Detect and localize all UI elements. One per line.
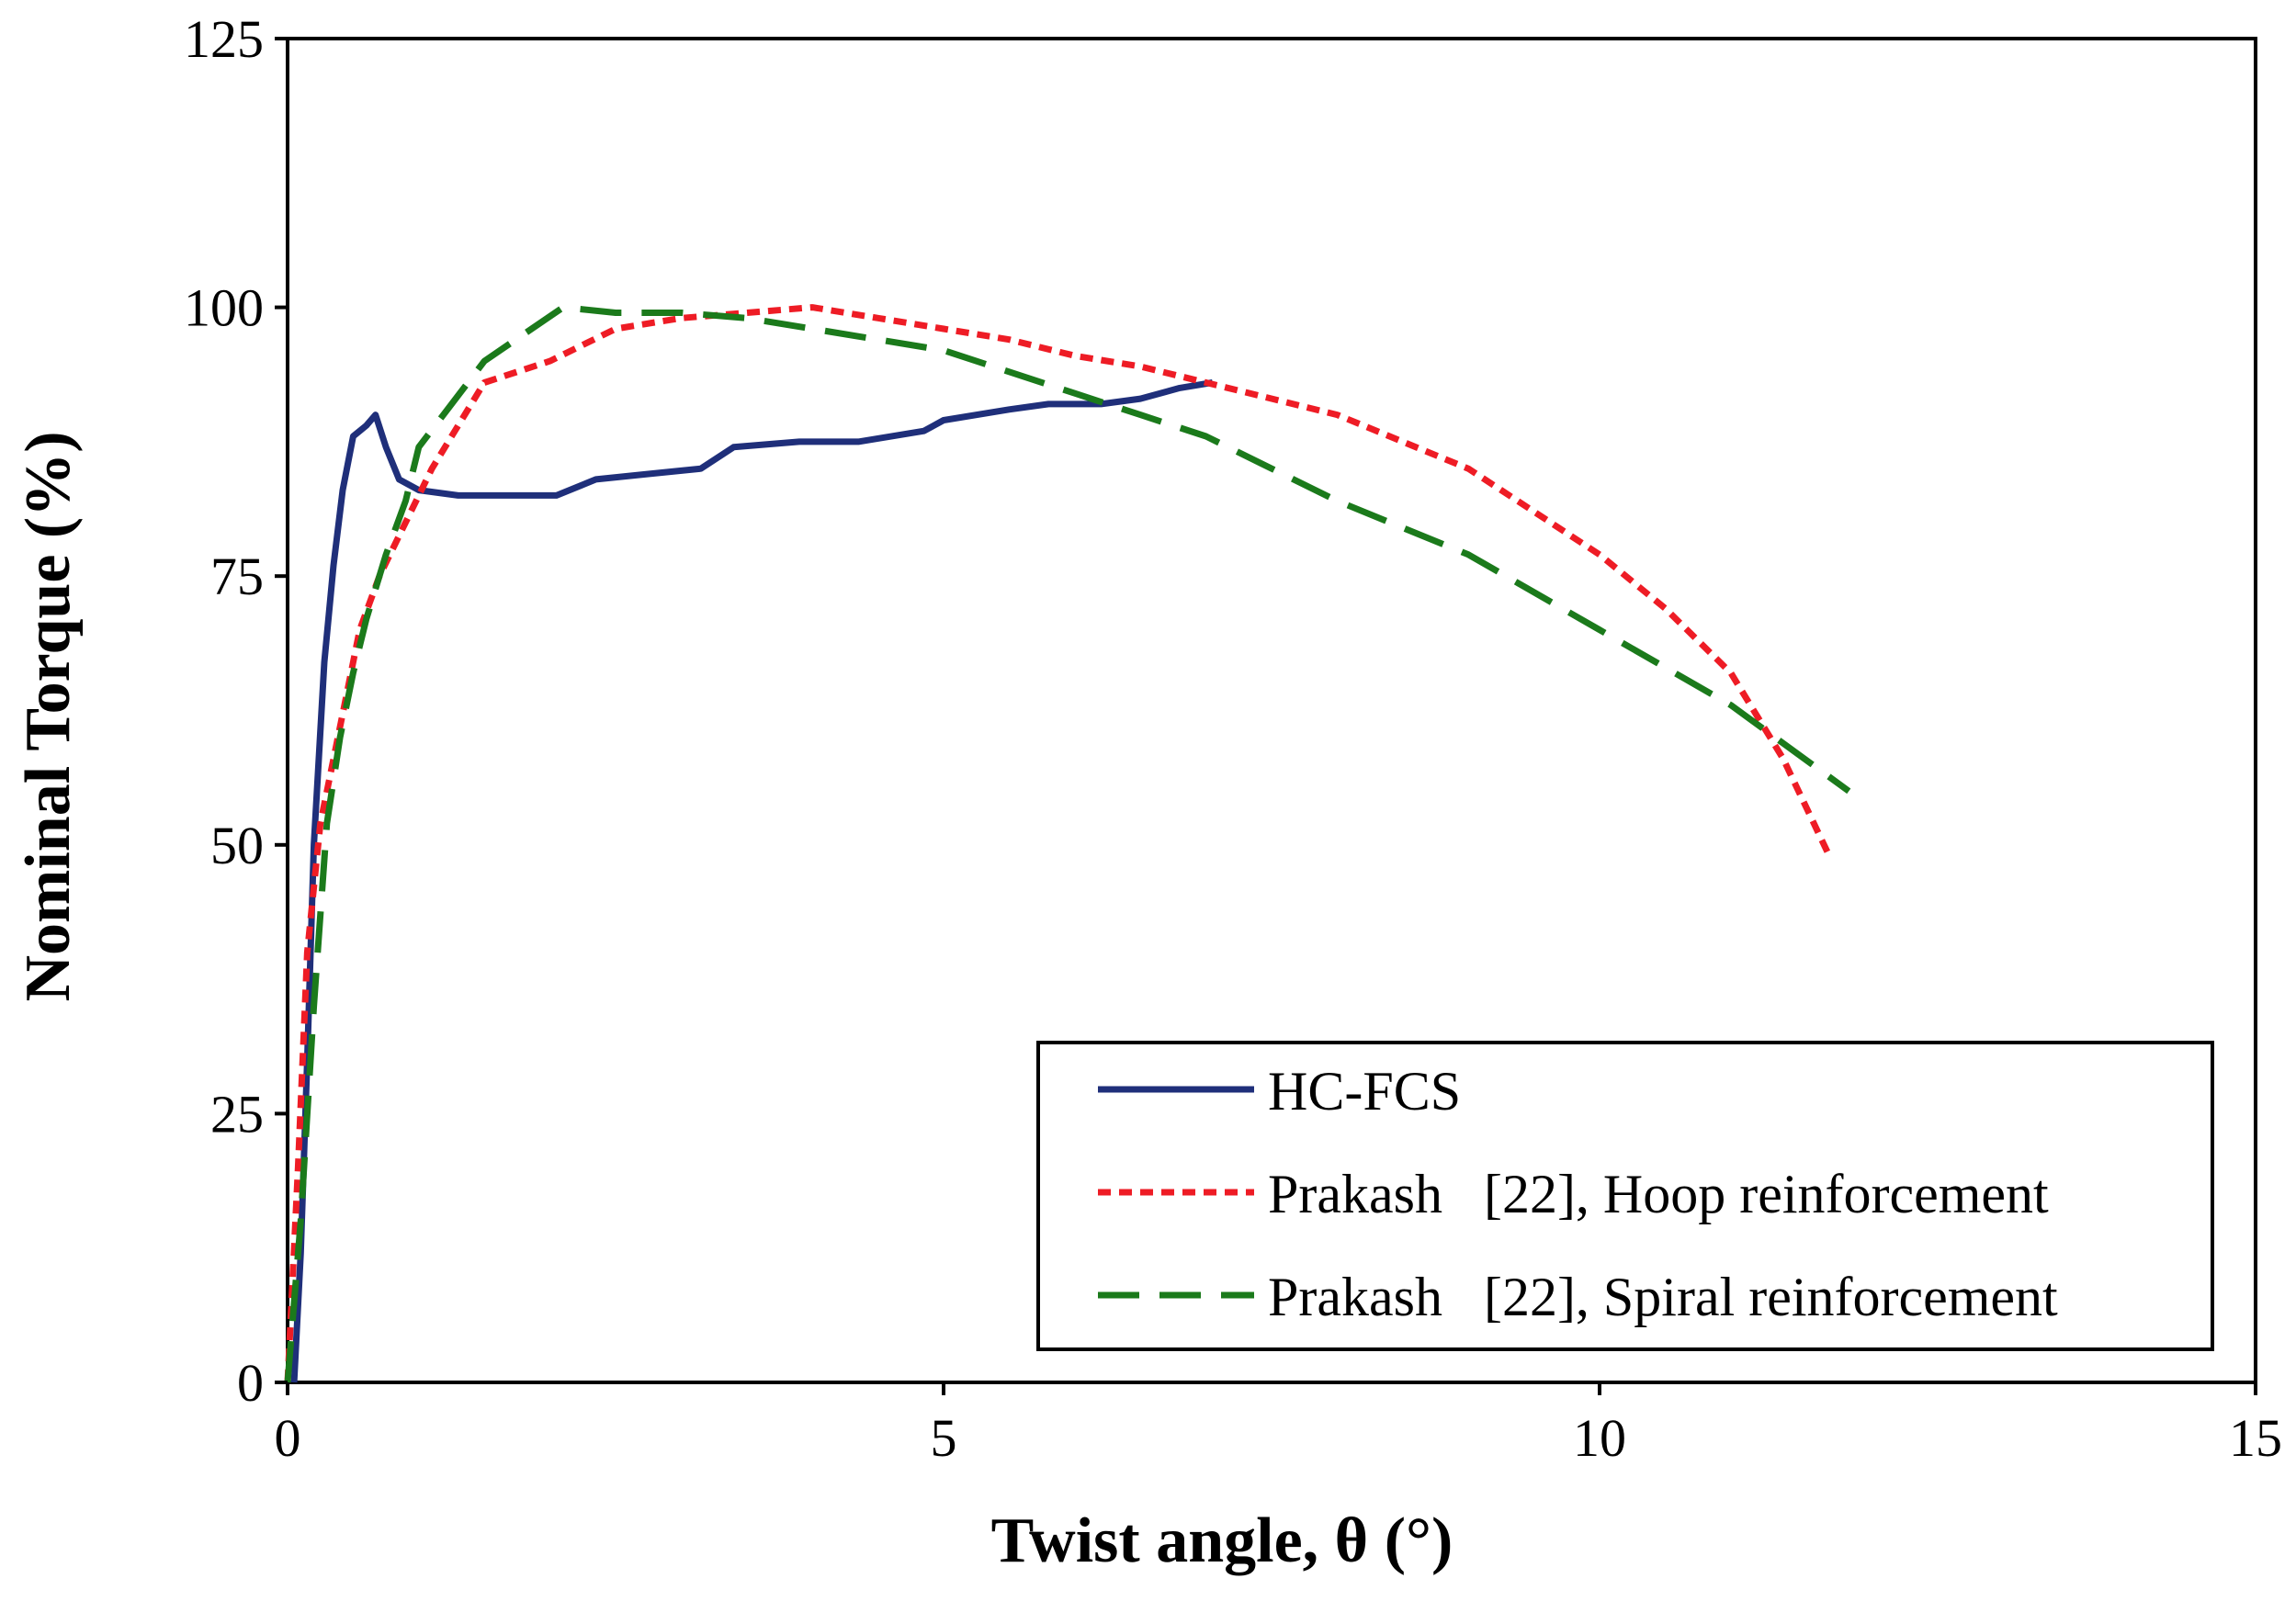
legend-label-hc-fcs: HC-FCS: [1268, 1061, 1461, 1122]
x-axis-title: Twist angle, θ (°): [991, 1505, 1453, 1576]
y-axis-title: Nominal Torque (%): [13, 431, 84, 1001]
y-tick-label: 125: [184, 9, 264, 69]
y-tick-label: 0: [237, 1353, 264, 1413]
x-tick-label: 15: [2229, 1408, 2282, 1468]
y-tick-label: 50: [210, 816, 264, 875]
legend-label-hoop: Prakash [22], Hoop reinforcement: [1268, 1164, 2049, 1224]
axes-layer: 0 25 50 75 100 125 0 5 10 15: [184, 9, 2282, 1468]
x-tick-label: 10: [1573, 1408, 1626, 1468]
plot-frame: [286, 37, 2257, 1384]
y-tick-label: 25: [210, 1084, 264, 1144]
x-tick-label: 0: [275, 1408, 301, 1468]
series-layer: [284, 304, 1851, 1383]
x-tick-label: 5: [931, 1408, 957, 1468]
legend-label-spiral: Prakash [22], Spiral reinforcement: [1268, 1267, 2058, 1327]
legend: HC-FCS Prakash [22], Hoop reinforcement …: [1036, 1041, 2214, 1351]
plot-area: [286, 37, 2257, 1384]
series-line-0: [290, 379, 1214, 1383]
y-tick-label: 75: [210, 547, 264, 606]
y-tick-label: 100: [184, 278, 264, 338]
series-line-2: [284, 304, 1851, 1383]
